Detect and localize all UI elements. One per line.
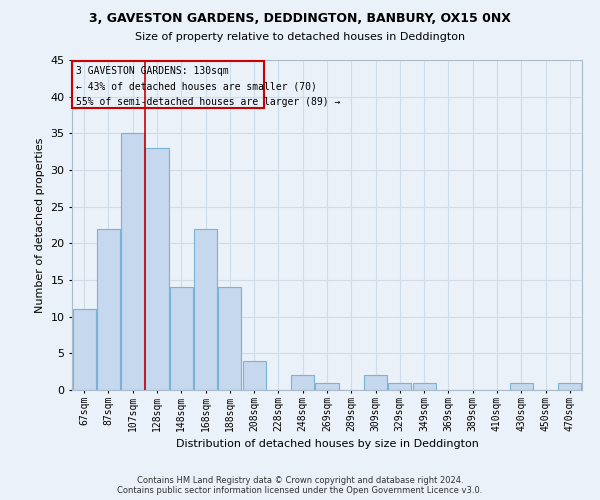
Bar [218, 288, 241, 390]
Text: 3, GAVESTON GARDENS, DEDDINGTON, BANBURY, OX15 0NX: 3, GAVESTON GARDENS, DEDDINGTON, BANBURY… [89, 12, 511, 26]
Bar [291, 376, 314, 390]
Bar [170, 288, 193, 390]
Text: 55% of semi-detached houses are larger (89) →: 55% of semi-detached houses are larger (… [76, 96, 340, 106]
Bar [510, 382, 533, 390]
Text: 3 GAVESTON GARDENS: 130sqm: 3 GAVESTON GARDENS: 130sqm [76, 66, 229, 76]
Bar [413, 382, 436, 390]
Bar [316, 382, 338, 390]
Text: Size of property relative to detached houses in Deddington: Size of property relative to detached ho… [135, 32, 465, 42]
Bar [559, 382, 581, 390]
Bar [97, 228, 120, 390]
Bar [145, 148, 169, 390]
Y-axis label: Number of detached properties: Number of detached properties [35, 138, 44, 312]
Bar [194, 228, 217, 390]
Bar [73, 310, 95, 390]
Bar [242, 360, 266, 390]
Bar [388, 382, 412, 390]
Bar [121, 134, 144, 390]
Text: ← 43% of detached houses are smaller (70): ← 43% of detached houses are smaller (70… [76, 81, 317, 91]
X-axis label: Distribution of detached houses by size in Deddington: Distribution of detached houses by size … [176, 439, 478, 449]
Bar [364, 376, 387, 390]
Text: Contains HM Land Registry data © Crown copyright and database right 2024.
Contai: Contains HM Land Registry data © Crown c… [118, 476, 482, 495]
Bar [72, 62, 264, 108]
